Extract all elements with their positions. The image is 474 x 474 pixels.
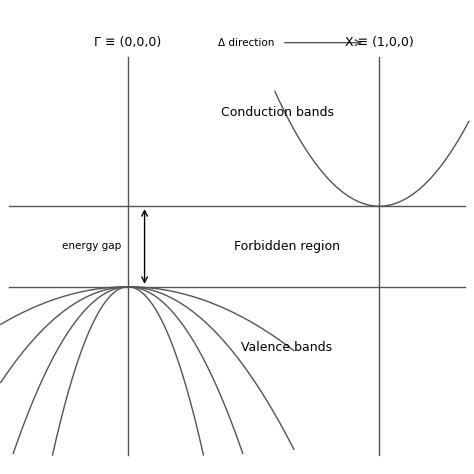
Text: Forbidden region: Forbidden region (234, 240, 340, 253)
Text: Γ ≡ (0,0,0): Γ ≡ (0,0,0) (94, 36, 162, 49)
Text: Conduction bands: Conduction bands (221, 106, 334, 119)
Text: X ≡ (1,0,0): X ≡ (1,0,0) (345, 36, 414, 49)
Text: Δ direction: Δ direction (218, 37, 274, 48)
Text: Valence bands: Valence bands (241, 341, 332, 354)
Text: energy gap: energy gap (62, 241, 121, 252)
